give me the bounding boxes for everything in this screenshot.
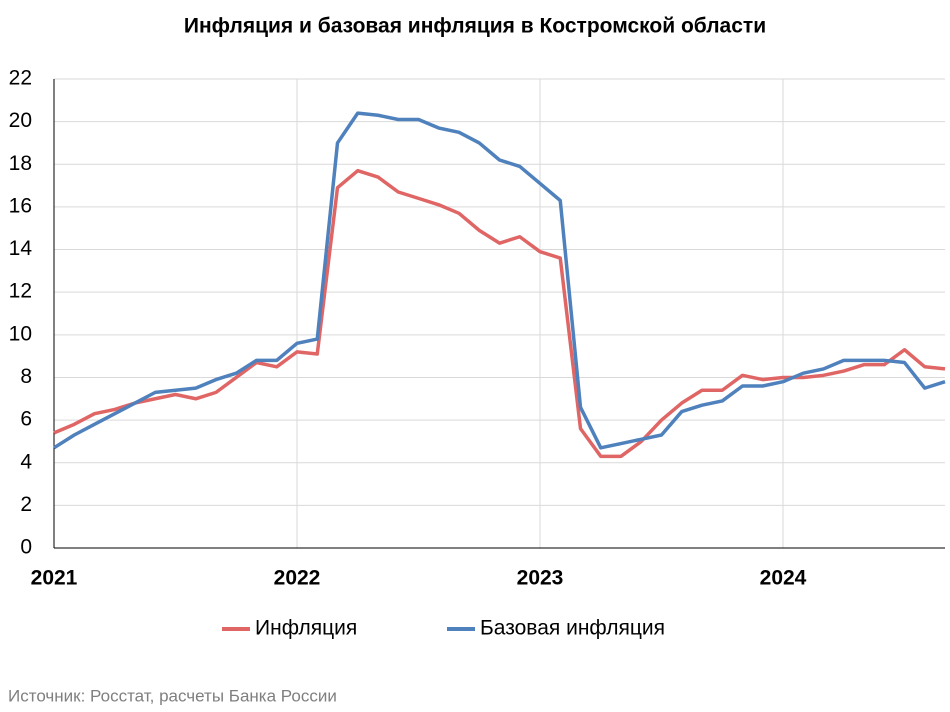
legend-label: Базовая инфляция — [480, 617, 665, 640]
x-tick-label: 2022 — [274, 567, 321, 590]
y-tick-label: 4 — [20, 450, 32, 473]
y-tick-label: 6 — [20, 408, 32, 431]
y-tick-label: 20 — [9, 109, 32, 132]
y-tick-label: 0 — [20, 536, 32, 559]
chart-title: Инфляция и базовая инфляция в Костромско… — [184, 15, 766, 38]
y-tick-label: 10 — [9, 322, 32, 345]
y-tick-label: 22 — [9, 67, 32, 90]
series-line — [53, 168, 946, 459]
x-tick-label: 2021 — [31, 567, 78, 590]
x-tick-label: 2023 — [517, 567, 564, 590]
y-tick-label: 2 — [20, 493, 32, 516]
y-tick-label: 18 — [9, 152, 32, 175]
source: Источник: Росстат, расчеты Банка России — [8, 686, 337, 705]
y-tick-label: 16 — [9, 194, 32, 217]
y-tick-label: 12 — [9, 280, 32, 303]
legend-label: Инфляция — [255, 617, 357, 640]
x-tick-label: 2024 — [760, 567, 807, 590]
series-line — [53, 111, 946, 450]
y-tick-label: 8 — [20, 365, 32, 388]
y-tick-label: 14 — [9, 237, 33, 260]
